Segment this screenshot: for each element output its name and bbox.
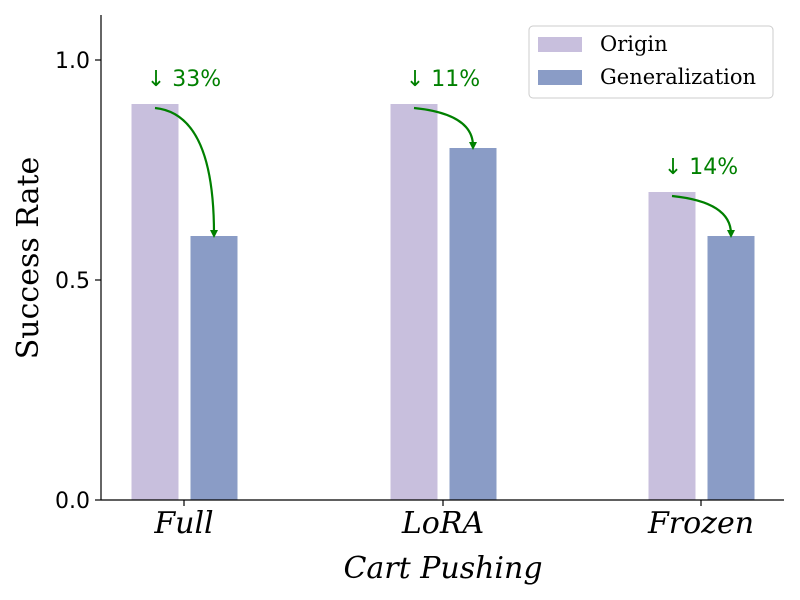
y-tick-label: 1.0 (55, 49, 90, 74)
drop-arrow-full (154, 106, 218, 238)
drop-annotation-full: ↓ 33% (147, 67, 221, 92)
legend: Origin Generalization (528, 25, 774, 99)
bar-generalization-full (190, 236, 238, 500)
legend-label-generalization: Generalization (600, 65, 756, 89)
bar-origin-frozen (648, 192, 696, 500)
x-tick-label-lora: LoRA (401, 506, 484, 541)
drop-arrow-frozen (671, 194, 735, 238)
x-tick-label-full: Full (153, 506, 213, 541)
y-tick-label: 0.5 (55, 269, 90, 294)
y-axis-title: Success Rate (11, 157, 46, 360)
bar-generalization-lora (449, 148, 497, 500)
bar-origin-full (131, 104, 179, 500)
x-axis-title: Cart Pushing (343, 551, 542, 586)
bar-generalization-frozen (707, 236, 755, 500)
legend-box (528, 25, 774, 99)
y-tick-label: 0.0 (55, 489, 90, 514)
legend-label-origin: Origin (600, 32, 668, 56)
bar-origin-lora (390, 104, 438, 500)
x-tick-label-frozen: Frozen (647, 506, 754, 541)
drop-annotation-frozen: ↓ 14% (664, 155, 738, 180)
legend-swatch-generalization (538, 70, 582, 85)
drop-annotation-lora: ↓ 11% (406, 67, 480, 92)
drop-arrow-lora (413, 106, 477, 150)
legend-swatch-origin (538, 37, 582, 52)
